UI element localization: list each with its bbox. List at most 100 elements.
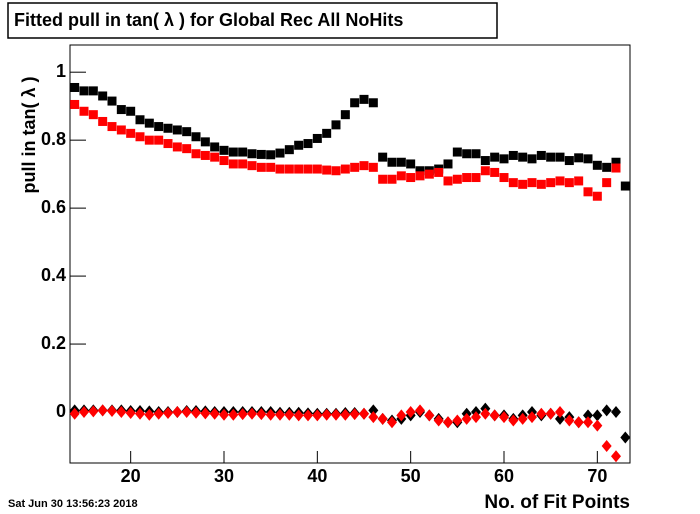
square-marker — [340, 164, 350, 174]
square-marker — [312, 133, 322, 143]
square-marker — [144, 135, 154, 145]
square-marker — [88, 86, 98, 96]
square-marker — [480, 156, 490, 166]
diamond-marker — [433, 414, 444, 427]
square-marker — [536, 179, 546, 189]
diamond-marker — [163, 407, 173, 420]
square-marker — [424, 169, 434, 179]
y-axis-label: pull in tan( λ ) — [19, 77, 39, 194]
diamond-marker — [247, 407, 257, 420]
square-marker — [238, 147, 248, 157]
chart-title: Fitted pull in tan( λ ) for Global Rec A… — [14, 10, 403, 30]
square-marker — [602, 162, 612, 172]
diamond-marker — [396, 409, 407, 422]
square-marker — [574, 153, 584, 163]
diamond-marker — [368, 404, 379, 417]
diamond-marker — [601, 440, 612, 453]
square-marker — [200, 150, 210, 160]
square-marker — [406, 159, 416, 169]
diamond-marker — [452, 414, 463, 427]
square-marker — [294, 140, 304, 150]
timestamp: Sat Jun 30 13:56:23 2018 — [8, 498, 138, 510]
diamond-marker — [573, 416, 584, 429]
diamond-marker — [620, 431, 631, 444]
square-marker — [387, 157, 397, 167]
square-marker — [527, 154, 537, 164]
diamond-marker — [592, 419, 603, 432]
square-marker — [116, 105, 126, 115]
diamond-marker — [377, 412, 388, 425]
diamond-marker — [200, 407, 211, 420]
square-marker — [98, 91, 108, 101]
square-marker — [256, 162, 266, 172]
square-marker — [490, 167, 500, 177]
square-marker — [387, 174, 397, 184]
x-tick-label: 20 — [121, 466, 141, 486]
square-marker — [462, 149, 472, 159]
square-marker — [256, 149, 266, 159]
diamond-marker — [405, 406, 416, 419]
square-marker — [471, 149, 481, 159]
x-axis-label: No. of Fit Points — [484, 492, 630, 513]
diamond-marker — [461, 412, 472, 425]
square-marker — [303, 164, 313, 174]
square-marker — [88, 110, 98, 120]
diamond-marker — [359, 407, 369, 420]
square-marker — [602, 178, 612, 188]
square-marker — [172, 142, 182, 152]
square-marker — [154, 135, 164, 145]
square-marker — [480, 166, 490, 176]
diamond-marker — [424, 409, 435, 422]
square-marker — [518, 179, 528, 189]
diamond-marker — [265, 408, 276, 421]
diamond-marker — [583, 416, 593, 429]
diamond-marker — [303, 409, 313, 422]
diamond-marker — [135, 407, 145, 420]
y-tick-label: 1 — [56, 61, 66, 81]
diamond-marker — [349, 408, 360, 421]
diamond-marker — [312, 409, 323, 422]
square-marker — [452, 174, 462, 184]
square-marker — [555, 176, 565, 186]
square-marker — [70, 99, 80, 109]
square-marker — [284, 145, 294, 155]
diamond-marker — [116, 406, 127, 419]
square-marker — [340, 110, 350, 120]
square-marker — [126, 128, 136, 138]
square-marker — [228, 159, 238, 169]
square-marker — [219, 145, 229, 155]
square-marker — [415, 166, 425, 176]
plot-frame — [69, 44, 631, 464]
diamond-marker — [517, 412, 528, 425]
square-marker — [518, 152, 528, 162]
diamond-marker — [191, 406, 201, 419]
diamond-marker — [611, 406, 621, 419]
square-marker — [135, 115, 145, 125]
square-marker — [266, 162, 276, 172]
y-tick-label: 0.2 — [41, 333, 66, 353]
square-marker — [620, 181, 630, 191]
square-marker — [508, 178, 518, 188]
diamond-marker — [527, 411, 537, 424]
square-marker — [331, 166, 341, 176]
square-marker — [611, 157, 621, 167]
y-tick-label: 0.4 — [41, 265, 66, 285]
y-tick-label: 0 — [56, 401, 66, 421]
diamond-marker — [443, 416, 453, 429]
square-marker — [592, 191, 602, 201]
square-marker — [350, 162, 360, 172]
square-marker — [378, 174, 388, 184]
square-marker — [443, 176, 453, 186]
diamond-marker — [321, 408, 332, 421]
diamond-marker — [489, 409, 500, 422]
square-marker — [611, 163, 621, 173]
square-marker — [546, 152, 556, 162]
square-marker — [490, 152, 500, 162]
x-tick-label: 70 — [587, 466, 607, 486]
diamond-marker — [499, 411, 509, 424]
y-tick-label: 0.6 — [41, 197, 66, 217]
x-tick-label: 30 — [214, 466, 234, 486]
square-marker — [564, 156, 574, 166]
diamond-marker — [237, 408, 248, 421]
